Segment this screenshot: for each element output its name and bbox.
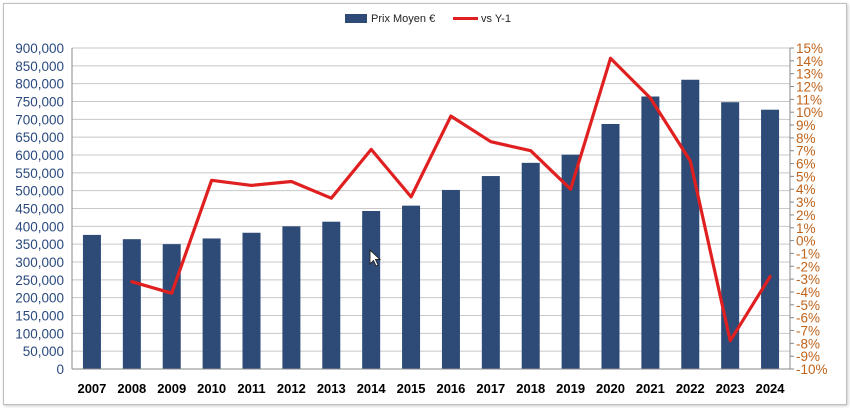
bar-series (82, 79, 780, 370)
x-tick-label: 2021 (636, 381, 665, 396)
bar (82, 234, 101, 369)
y-right-tick-label: 8% (796, 131, 816, 146)
bar (162, 244, 181, 369)
line-path (130, 56, 772, 343)
bar (441, 189, 460, 369)
y-left-tick-label: 0 (56, 362, 64, 377)
y-left-tick-label: 800,000 (15, 77, 64, 92)
y-left-tick-label: 400,000 (15, 219, 64, 234)
legend-swatch-bar (345, 14, 367, 23)
line-series (130, 56, 772, 343)
y-right-tick-label: -8% (796, 336, 820, 351)
x-tick-label: 2007 (77, 381, 106, 396)
y-left-tick-label: 250,000 (15, 273, 64, 288)
x-tick-label: 2015 (397, 381, 426, 396)
bar (362, 210, 381, 369)
x-tick-label: 2019 (556, 381, 585, 396)
grid-lines (72, 47, 790, 352)
y-left-tick-label: 450,000 (15, 202, 64, 217)
x-tick-label: 2013 (317, 381, 346, 396)
y-left-tick-label: 300,000 (15, 255, 64, 270)
y-left-tick-label: 100,000 (15, 326, 64, 341)
y-right-tick-label: -3% (796, 272, 820, 287)
y-left-tick-label: 200,000 (15, 291, 64, 306)
y-right-tick-label: -6% (796, 311, 820, 326)
y-right-tick-label: -2% (796, 259, 820, 274)
bar (122, 239, 141, 369)
y-left-tick-label: 550,000 (15, 166, 64, 181)
y-right-tick-label: -7% (796, 323, 820, 338)
y-right-tick-label: 5% (796, 169, 816, 184)
y-right-tick-label: 6% (796, 157, 816, 172)
y-right-tick-label: -5% (796, 298, 820, 313)
bar (481, 176, 500, 369)
y-right-tick-label: 3% (796, 195, 816, 210)
y-right-tick-label: -9% (796, 349, 820, 364)
x-tick-label: 2012 (277, 381, 306, 396)
y-right-tick-label: -10% (796, 362, 828, 377)
x-tick-label: 2008 (117, 381, 146, 396)
y-right-tick-label: -1% (796, 246, 820, 261)
x-tick-label: 2014 (357, 381, 387, 396)
bar (561, 154, 580, 369)
mouse-cursor-icon (369, 248, 382, 267)
y-left-tick-label: 350,000 (15, 237, 64, 252)
bar (641, 96, 660, 370)
x-tick-label: 2022 (676, 381, 705, 396)
y-right-tick-label: 9% (796, 118, 816, 133)
y-right-tick-label: 1% (796, 221, 816, 236)
y-right-tick-label: -4% (796, 285, 820, 300)
bar (402, 205, 421, 369)
x-tick-label: 2011 (237, 381, 265, 396)
y-right-tick-label: 15% (796, 41, 823, 56)
x-tick-label: 2017 (476, 381, 505, 396)
x-tick-label: 2023 (716, 381, 745, 396)
x-tick-label: 2018 (516, 381, 545, 396)
bar (521, 162, 540, 369)
bar (242, 232, 261, 369)
y-right-tick-label: 2% (796, 208, 816, 223)
bar (202, 238, 221, 369)
y-right-tick-label: 11% (796, 92, 822, 107)
x-tick-label: 2009 (157, 381, 186, 396)
bar (601, 123, 620, 369)
legend: Prix Moyen € vs Y-1 (345, 13, 511, 25)
y-right-tick-label: 12% (796, 80, 823, 95)
y-left-tick-label: 650,000 (15, 130, 64, 145)
x-tick-label: 2010 (197, 381, 226, 396)
legend-label: vs Y-1 (481, 13, 511, 25)
bar (322, 221, 341, 369)
bar (721, 102, 740, 370)
axes: 0 50,000 100,000 150,000 200,000 250,000 300,0… (15, 41, 827, 396)
x-tick-label: 2016 (436, 381, 465, 396)
y-left-tick-label: 150,000 (15, 309, 64, 324)
y-left-tick-label: 750,000 (15, 95, 64, 110)
y-left-tick-label: 900,000 (15, 41, 64, 56)
y-right-tick-label: 7% (796, 144, 816, 159)
bar (681, 79, 700, 369)
chart-frame (3, 3, 847, 405)
bar (282, 226, 301, 369)
bar (761, 109, 780, 369)
y-right-tick-label: 0% (796, 234, 816, 249)
y-left-tick-label: 500,000 (15, 184, 64, 199)
y-right-tick-label: 13% (796, 67, 823, 82)
x-tick-label: 2020 (596, 381, 625, 396)
legend-label: Prix Moyen € (371, 13, 435, 25)
y-right-tick-label: 4% (796, 182, 816, 197)
y-left-tick-label: 600,000 (15, 148, 64, 163)
y-left-tick-label: 700,000 (15, 112, 64, 127)
y-left-tick-label: 50,000 (23, 344, 64, 359)
y-left-tick-label: 850,000 (15, 59, 64, 74)
x-tick-label: 2024 (756, 381, 786, 396)
y-right-tick-label: 14% (796, 54, 823, 69)
y-right-tick-label: 10% (796, 105, 823, 120)
